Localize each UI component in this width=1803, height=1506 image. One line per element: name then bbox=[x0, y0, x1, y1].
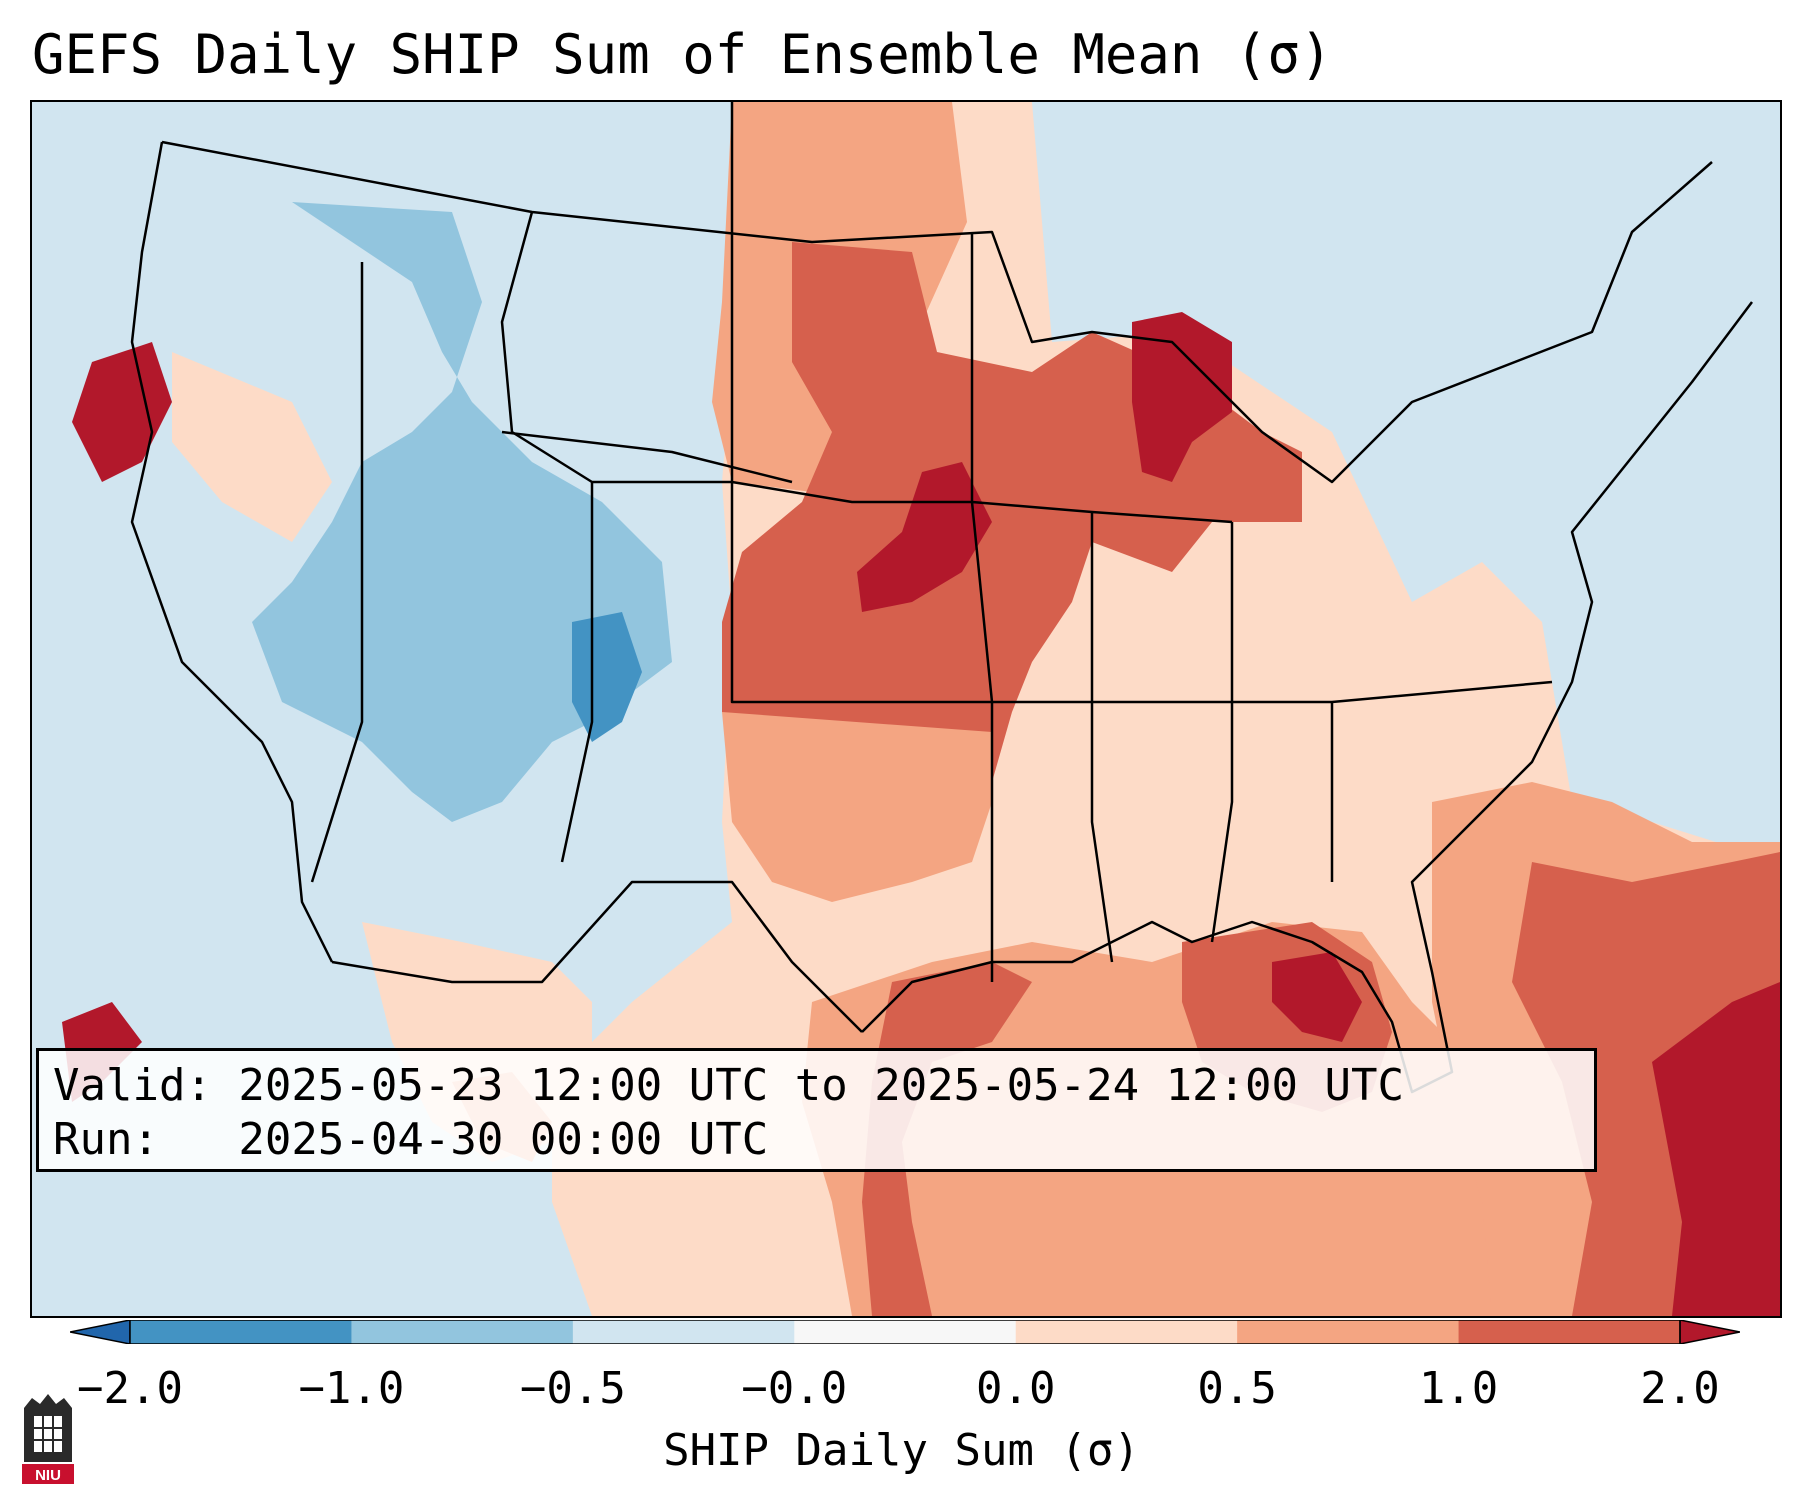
colorbar-bin bbox=[1015, 1320, 1238, 1344]
southern-rockies-negative bbox=[572, 612, 642, 742]
colorbar-bin bbox=[572, 1320, 795, 1344]
atlantic-deep-core bbox=[1652, 982, 1780, 1316]
colorbar-bin bbox=[351, 1320, 574, 1344]
pnw-light-positive bbox=[172, 352, 332, 542]
colorbar-bin bbox=[794, 1320, 1017, 1344]
colorbar-bins bbox=[130, 1320, 1681, 1344]
pnw-coast-deep-core bbox=[72, 342, 172, 482]
colorbar-tick-label: −2.0 bbox=[77, 1363, 183, 1414]
niu-logo: NIU bbox=[22, 1394, 74, 1484]
colorbar-label: SHIP Daily Sum (σ) bbox=[663, 1425, 1140, 1476]
colorbar-tick-label: 2.0 bbox=[1640, 1363, 1720, 1414]
colorbar-extend-high bbox=[1679, 1320, 1740, 1344]
colorbar-bin bbox=[130, 1320, 352, 1344]
map-title: GEFS Daily SHIP Sum of Ensemble Mean (σ) bbox=[32, 23, 1333, 86]
oklahoma-medium-positive bbox=[722, 712, 992, 902]
colorbar-outline bbox=[129, 1320, 1681, 1344]
colorbar-tick-label: −0.0 bbox=[741, 1363, 848, 1414]
colorbar-bin bbox=[1458, 1320, 1681, 1344]
colorbar bbox=[70, 1320, 1740, 1344]
colorbar-bin bbox=[1237, 1320, 1460, 1344]
validity-info-box: Valid: 2025-05-23 12:00 UTC to 2025-05-2… bbox=[36, 1048, 1597, 1172]
nebraska-deep-core bbox=[857, 462, 992, 612]
gulf-deep-core bbox=[1272, 952, 1362, 1042]
colorbar-tick-label: 0.0 bbox=[975, 1363, 1056, 1414]
colorbar-tick-label: 1.0 bbox=[1418, 1363, 1499, 1414]
michigan-deep-core bbox=[1132, 312, 1232, 482]
west-negative bbox=[252, 202, 672, 822]
colorbar-tick-label: −0.5 bbox=[519, 1363, 626, 1414]
run-line: Run: 2025-04-30 00:00 UTC bbox=[53, 1114, 769, 1165]
colorbar-tick-label: 0.5 bbox=[1197, 1363, 1277, 1414]
colorbar-extend-low bbox=[70, 1320, 131, 1344]
valid-line: Valid: 2025-05-23 12:00 UTC to 2025-05-2… bbox=[53, 1060, 1405, 1111]
svg-text:NIU: NIU bbox=[35, 1467, 61, 1484]
colorbar-tick-label: −1.0 bbox=[298, 1363, 405, 1414]
